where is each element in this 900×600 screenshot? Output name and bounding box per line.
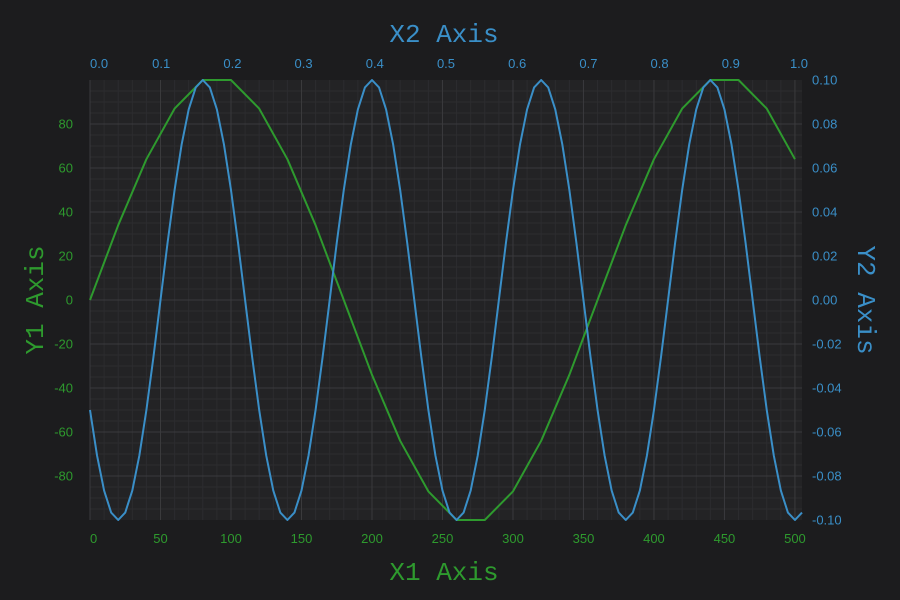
y1-tick-label: 20 (59, 249, 73, 264)
x1-tick-label: 500 (784, 531, 806, 546)
x2-tick-label: 1.0 (790, 56, 808, 71)
x2-tick-label: 0.5 (437, 56, 455, 71)
x2-tick-label: 0.1 (152, 56, 170, 71)
x2-tick-label: 0.3 (295, 56, 313, 71)
y1-tick-label: -80 (54, 469, 73, 484)
x1-tick-label: 100 (220, 531, 242, 546)
y1-tick-label: 0 (66, 293, 73, 308)
y2-axis-title: Y2 Axis (850, 245, 880, 354)
x1-tick-label: 350 (573, 531, 595, 546)
series-line-1 (89, 79, 796, 521)
y2-tick-label: -0.04 (812, 381, 842, 396)
x2-tick-label: 0.8 (651, 56, 669, 71)
x1-tick-label: 50 (153, 531, 167, 546)
y2-tick-label: -0.08 (812, 469, 842, 484)
x2-axis-title: X2 Axis (389, 20, 498, 50)
x2-tick-label: 0.7 (579, 56, 597, 71)
x1-tick-label: 150 (291, 531, 313, 546)
y1-tick-label: 80 (59, 117, 73, 132)
y2-tick-label: 0.08 (812, 117, 837, 132)
y2-tick-label: 0.04 (812, 205, 837, 220)
x1-tick-label: 450 (714, 531, 736, 546)
series-layer (89, 79, 803, 521)
x2-tick-label: 0.2 (223, 56, 241, 71)
y2-tick-label: -0.02 (812, 337, 842, 352)
x1-tick-label: 0 (90, 531, 97, 546)
y1-axis-title: Y1 Axis (21, 245, 51, 354)
series-line-2 (89, 79, 803, 521)
y1-tick-label: -40 (54, 381, 73, 396)
x2-tick-label: 0.6 (508, 56, 526, 71)
y2-tick-label: 0.00 (812, 293, 837, 308)
x1-tick-label: 250 (432, 531, 454, 546)
y2-tick-label: -0.06 (812, 425, 842, 440)
x1-tick-label: 300 (502, 531, 524, 546)
x2-tick-label: 0.0 (90, 56, 108, 71)
grid (89, 80, 802, 520)
x1-tick-label: 200 (361, 531, 383, 546)
y2-tick-label: 0.06 (812, 161, 837, 176)
y2-tick-label: 0.10 (812, 73, 837, 88)
x1-axis-title: X1 Axis (389, 558, 498, 588)
y1-tick-label: 40 (59, 205, 73, 220)
y2-tick-label: 0.02 (812, 249, 837, 264)
y2-tick-label: -0.10 (812, 513, 842, 528)
x2-tick-label: 0.9 (722, 56, 740, 71)
x1-tick-label: 400 (643, 531, 665, 546)
y1-tick-label: -60 (54, 425, 73, 440)
y1-tick-label: 60 (59, 161, 73, 176)
x2-tick-label: 0.4 (366, 56, 384, 71)
y1-tick-label: -20 (54, 337, 73, 352)
